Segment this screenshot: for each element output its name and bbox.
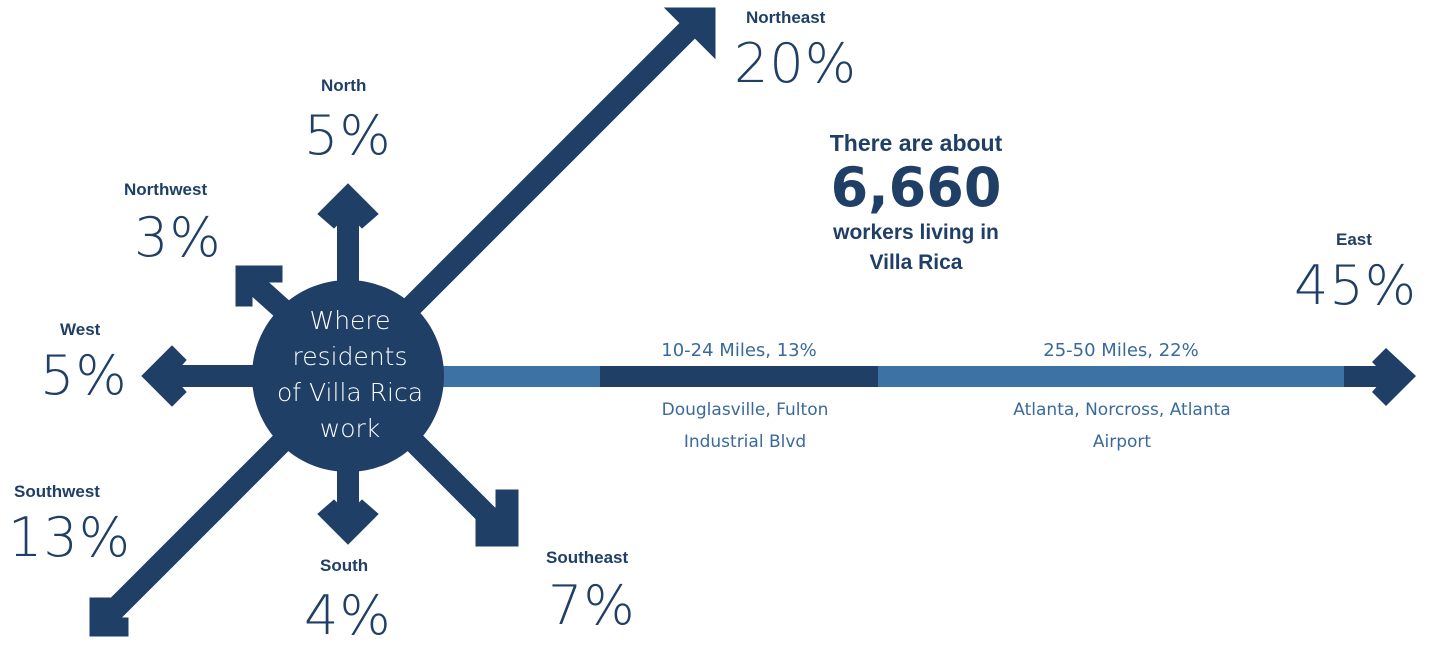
east-pct: 45% — [1294, 254, 1418, 317]
center-line: of Villa Rica — [276, 378, 424, 407]
northwest-label: Northwest — [124, 180, 208, 199]
southwest-label: Southwest — [14, 482, 100, 501]
south-pct: 4% — [304, 584, 392, 647]
northwest-pct: 3% — [134, 206, 222, 269]
north-pct: 5% — [304, 104, 392, 167]
segment-place-line: Douglasville, Fulton — [661, 400, 829, 420]
east-segment-near — [440, 366, 600, 387]
center-line: work — [319, 414, 381, 443]
northeast-label: Northeast — [746, 8, 826, 27]
west-label: West — [60, 320, 101, 339]
segment-label-25-50: 25-50 Miles, 22% — [1043, 340, 1199, 361]
worker-summary: There are about 6,660 workers living in … — [776, 128, 1056, 278]
southwest-pct: 13% — [8, 506, 132, 569]
center-line: residents — [292, 342, 408, 371]
center-label: Where residents of Villa Rica work — [260, 303, 440, 447]
center-line: Where — [309, 306, 391, 335]
summary-total: 6,660 — [830, 156, 1002, 219]
west-pct: 5% — [40, 344, 128, 407]
north-label: North — [321, 76, 367, 95]
southeast-pct: 7% — [548, 574, 636, 637]
east-arrow — [440, 348, 1416, 406]
segment-place-line: Atlanta, Norcross, Atlanta — [1013, 400, 1231, 420]
east-segment-25-50 — [878, 366, 1344, 387]
summary-intro: There are about — [829, 130, 1003, 156]
south-label: South — [320, 556, 369, 575]
summary-line3: Villa Rica — [869, 251, 963, 274]
segment-places-10-24: Douglasville, Fulton Industrial Blvd — [600, 394, 890, 458]
east-label: East — [1336, 230, 1372, 249]
segment-label-10-24: 10-24 Miles, 13% — [661, 340, 817, 361]
segment-place-line: Industrial Blvd — [683, 432, 807, 452]
summary-line2: workers living in — [833, 221, 999, 244]
northeast-pct: 20% — [734, 32, 858, 95]
segment-place-line: Airport — [1092, 432, 1152, 452]
southeast-label: Southeast — [546, 548, 629, 567]
east-segment-10-24 — [600, 366, 878, 387]
center-circle — [252, 280, 444, 472]
segment-places-25-50: Atlanta, Norcross, Atlanta Airport — [982, 394, 1262, 458]
